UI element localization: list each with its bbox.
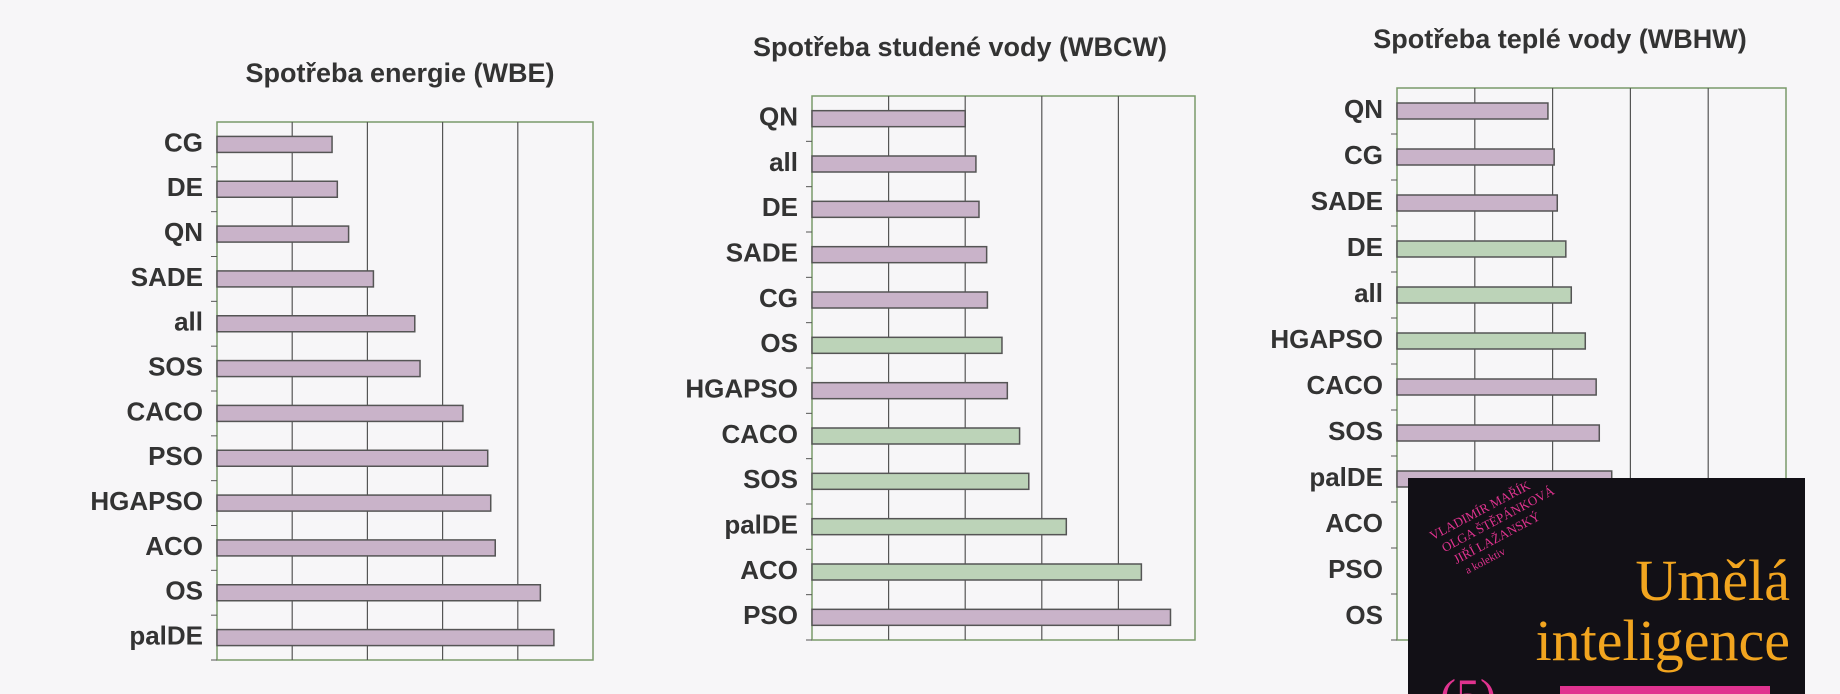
bar [216,539,496,557]
category-label: QN [1344,94,1383,124]
category-label: CG [164,127,203,157]
bar [216,449,489,467]
bar [811,336,1003,355]
bar [1396,286,1573,304]
bar [216,584,542,602]
bar [1396,378,1597,396]
category-label: CG [1344,140,1383,170]
bar [216,359,421,378]
category-label: CACO [126,396,203,426]
bar [216,180,339,198]
category-label: all [769,147,798,177]
category-label: SADE [726,238,798,268]
bar [1396,424,1601,442]
cover-volume: (5) [1440,670,1496,694]
category-label: SOS [1328,416,1383,446]
category-label: DE [762,192,798,222]
category-label: CG [759,283,798,313]
category-label: QN [759,102,798,132]
bar [811,427,1021,445]
bar [811,200,980,219]
bar [216,135,333,154]
bar [811,381,1009,400]
category-label: palDE [724,510,798,540]
book-cover: VLADIMÍR MAŘÍK OLGA ŠTĚPÁNKOVÁ JIŘÍ LAŽA… [1408,477,1805,694]
bar [811,109,966,128]
category-label: SOS [148,351,203,381]
chart-title: Spotřeba studené vody (WBCW) [753,32,1167,62]
category-label: DE [167,172,203,202]
chart: Spotřeba studené vody (WBCW) QN all DE SADE C… [685,32,1196,641]
bar [1396,148,1555,166]
category-label: ACO [1325,508,1383,538]
category-label: CACO [721,419,798,449]
bar [811,608,1172,627]
chart-title: Spotřeba energie (WBE) [245,58,554,88]
category-label: DE [1347,232,1383,262]
cover-band [1560,686,1770,694]
bar [216,404,464,423]
category-label: palDE [129,620,203,650]
category-label: HGAPSO [1270,324,1383,354]
cover-background [1408,478,1805,694]
charts: Spotřeba energie (WBE) CG DE QN SADE all SOS CA… [90,24,1787,661]
cover-title: inteligence [1536,608,1790,673]
category-label: HGAPSO [90,486,203,516]
bar [811,517,1068,536]
category-label: PSO [743,600,798,630]
bar [1396,332,1587,350]
category-label: OS [165,576,203,606]
bar [216,315,416,333]
category-label: OS [760,328,798,358]
category-label: PSO [1328,554,1383,584]
category-label: QN [164,217,203,247]
category-label: all [1354,278,1383,308]
bar [811,155,977,173]
bar [1396,240,1567,258]
bar [1396,102,1549,120]
bar [811,291,989,309]
bar [216,494,492,512]
category-label: OS [1345,600,1383,630]
chart: Spotřeba energie (WBE) CG DE QN SADE all SOS CA… [90,58,594,661]
bar [216,270,375,288]
bar [1396,194,1559,212]
chart-title: Spotřeba teplé vody (WBHW) [1373,24,1747,54]
bar [811,472,1030,491]
category-label: palDE [1309,462,1383,492]
category-label: SOS [743,464,798,494]
category-label: SADE [131,262,203,292]
bar [216,628,555,647]
category-label: HGAPSO [685,374,798,404]
bar [811,245,988,264]
category-label: PSO [148,441,203,471]
bar [811,563,1143,581]
category-label: SADE [1311,186,1383,216]
category-label: ACO [740,555,798,585]
category-label: all [174,307,203,337]
cover-title: Umělá [1635,548,1790,613]
category-label: ACO [145,531,203,561]
category-label: CACO [1306,370,1383,400]
bar [216,225,350,243]
